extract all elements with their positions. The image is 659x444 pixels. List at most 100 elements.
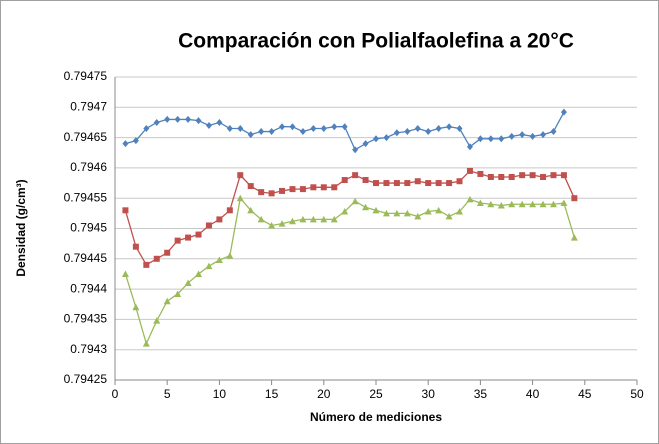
marker	[424, 208, 432, 215]
marker	[529, 172, 536, 179]
marker	[237, 125, 244, 133]
marker	[362, 203, 370, 211]
marker	[289, 186, 296, 193]
marker	[477, 135, 484, 143]
marker	[320, 184, 327, 191]
marker	[331, 123, 338, 131]
marker	[393, 180, 400, 187]
y-tick-label: 0.79435	[64, 312, 108, 326]
marker	[487, 135, 494, 143]
marker	[456, 208, 464, 215]
marker	[288, 217, 296, 225]
marker	[539, 200, 547, 208]
marker	[352, 172, 359, 179]
marker	[456, 178, 463, 185]
marker	[268, 128, 275, 136]
y-tick-label: 0.79465	[64, 130, 108, 144]
marker	[205, 121, 212, 129]
y-tick-label: 0.7943	[70, 342, 107, 356]
marker	[299, 186, 306, 193]
marker	[121, 270, 129, 277]
y-tick-label: 0.7945	[70, 221, 107, 235]
y-tick-label: 0.79475	[64, 69, 108, 83]
marker	[435, 180, 442, 187]
marker	[383, 134, 390, 142]
marker	[435, 206, 443, 214]
x-tick-label: 45	[578, 387, 592, 401]
marker	[185, 234, 192, 241]
x-tick-label: 5	[164, 387, 171, 401]
marker	[237, 172, 244, 179]
marker	[560, 172, 567, 179]
marker	[142, 340, 150, 347]
marker	[466, 167, 473, 174]
marker	[540, 131, 547, 139]
marker	[519, 172, 526, 179]
y-axis-label: Densidad (g/cm³)	[14, 179, 28, 276]
marker	[153, 255, 160, 262]
marker	[404, 128, 411, 136]
marker	[373, 180, 379, 187]
marker	[466, 195, 474, 203]
x-tick-label: 50	[630, 387, 644, 401]
marker	[226, 252, 234, 259]
marker	[393, 129, 400, 137]
marker	[352, 146, 359, 154]
marker	[174, 290, 182, 297]
marker	[425, 128, 432, 136]
marker	[205, 262, 213, 270]
marker	[226, 125, 233, 133]
marker	[268, 221, 276, 229]
marker	[153, 317, 161, 324]
marker	[132, 137, 139, 145]
marker	[435, 125, 442, 133]
marker	[571, 195, 578, 202]
marker	[487, 173, 494, 180]
x-tick-label: 10	[213, 387, 227, 401]
marker	[508, 200, 516, 208]
marker	[331, 184, 338, 191]
y-tick-label: 0.79445	[64, 251, 108, 265]
marker	[362, 177, 369, 184]
marker	[570, 234, 578, 241]
marker	[560, 108, 567, 116]
marker	[508, 173, 515, 180]
marker	[279, 123, 286, 131]
marker	[216, 118, 223, 126]
marker	[498, 173, 505, 180]
marker	[258, 189, 265, 196]
marker	[257, 215, 265, 223]
chart-title: Comparación con Polialfaolefina a 20°C	[178, 30, 574, 53]
marker	[185, 115, 192, 123]
x-tick-label: 30	[422, 387, 436, 401]
marker	[279, 187, 286, 194]
marker	[310, 125, 317, 133]
x-tick-label: 40	[526, 387, 540, 401]
marker	[143, 125, 150, 133]
marker	[414, 212, 422, 220]
marker	[425, 180, 432, 187]
marker	[393, 209, 401, 217]
marker	[341, 177, 348, 184]
x-tick-label: 15	[265, 387, 279, 401]
marker	[153, 118, 160, 126]
marker	[330, 215, 338, 223]
marker	[299, 128, 306, 136]
y-tick-label: 0.7946	[70, 160, 107, 174]
marker	[362, 140, 369, 148]
marker	[163, 297, 171, 305]
marker	[258, 128, 265, 136]
marker	[309, 215, 317, 223]
y-tick-label: 0.79425	[64, 372, 108, 386]
marker	[414, 178, 421, 185]
x-tick-label: 0	[112, 387, 119, 401]
marker	[132, 303, 140, 311]
marker	[195, 117, 202, 125]
y-tick-label: 0.7944	[70, 281, 107, 295]
marker	[498, 135, 505, 143]
marker	[382, 209, 390, 217]
marker	[508, 132, 515, 140]
marker	[226, 207, 233, 214]
